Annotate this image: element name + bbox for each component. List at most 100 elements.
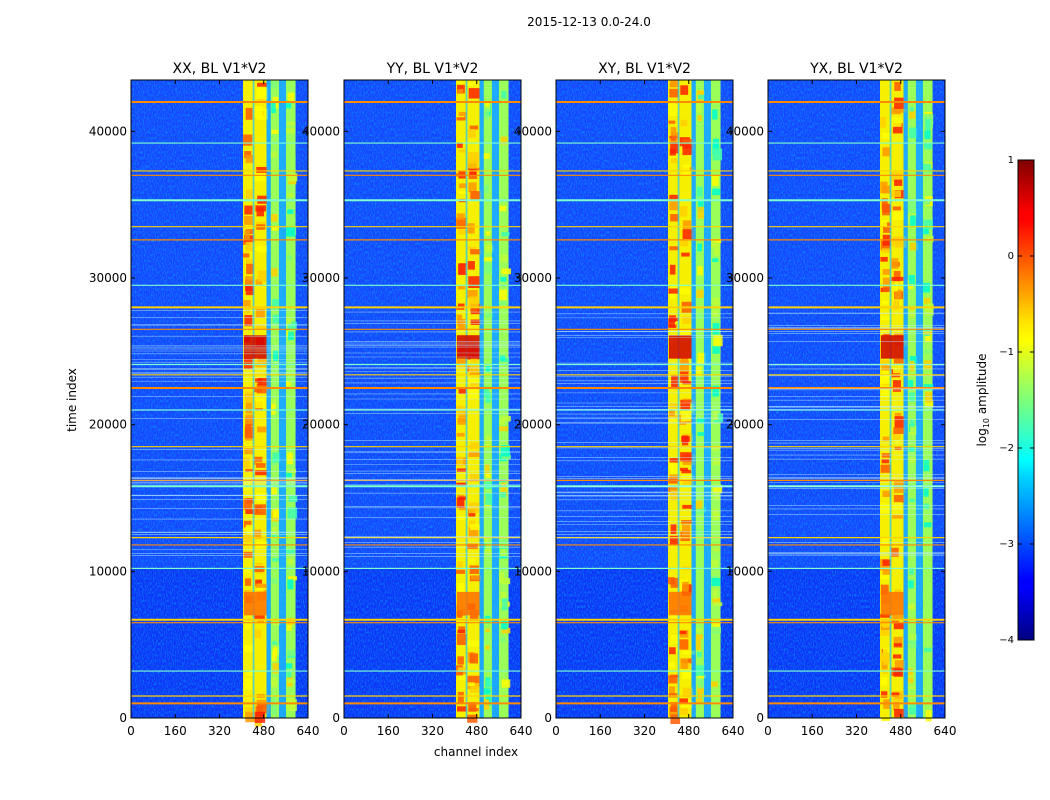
band-blotch <box>467 152 479 163</box>
band-blotch <box>881 300 889 305</box>
band-blotch <box>713 334 723 347</box>
band-blotch <box>483 185 489 194</box>
band-blotch <box>271 534 278 538</box>
band-blotch <box>246 189 256 201</box>
band-blotch <box>468 451 481 458</box>
band-blotch <box>923 166 930 178</box>
band-blotch <box>500 445 510 457</box>
band-gap-2 <box>915 80 923 718</box>
band-blotch <box>880 116 886 128</box>
band-blotch <box>909 306 915 312</box>
band-blotch <box>893 358 904 364</box>
band-blotch <box>257 82 267 87</box>
band-blotch <box>483 537 490 549</box>
band-blotch <box>670 127 677 138</box>
band-blotch <box>501 90 507 99</box>
band-blotch <box>682 650 696 655</box>
band-blotch <box>483 153 490 160</box>
band-blotch <box>244 707 256 713</box>
band-blotch <box>287 618 295 625</box>
band-blotch <box>880 360 890 368</box>
band-blotch <box>894 108 907 113</box>
band-blotch <box>680 370 689 383</box>
band-blotch <box>679 639 689 650</box>
band-blotch <box>244 358 253 370</box>
band-blotch <box>470 381 479 387</box>
band-blotch <box>287 321 297 331</box>
band-blotch <box>711 240 717 248</box>
band-blotch <box>468 374 481 383</box>
band-blotch <box>457 629 466 634</box>
band-blotch <box>680 240 689 247</box>
band-blotch <box>697 679 705 689</box>
band-blotch <box>288 331 294 341</box>
band-blotch <box>682 399 695 404</box>
band-blotch <box>696 529 703 537</box>
band-blotch <box>484 107 490 120</box>
band-blotch <box>712 258 719 263</box>
band-blotch <box>892 123 903 134</box>
band-blotch <box>682 687 694 698</box>
band-blotch <box>712 484 723 494</box>
band-blotch <box>469 169 477 176</box>
band-blotch <box>244 314 253 327</box>
band-blotch <box>457 691 464 704</box>
colorbar-label: log10 amplitude <box>975 354 991 447</box>
band-blotch <box>908 580 914 589</box>
colorbar-ticks: 1 0 −1 −2 −3 −4 <box>999 155 1034 646</box>
band-blotch <box>255 706 264 717</box>
band-blotch <box>468 82 477 86</box>
band-blotch <box>909 310 915 319</box>
band-blotch <box>696 313 704 319</box>
band-blotch <box>894 416 905 429</box>
band-blotch <box>484 464 490 477</box>
band-blotch <box>670 158 677 164</box>
band-blotch <box>270 150 278 158</box>
band-blotch <box>711 559 719 569</box>
band-blotch <box>287 507 298 519</box>
band-blotch <box>909 425 917 435</box>
band-blotch <box>255 470 267 476</box>
band-blotch <box>669 458 680 463</box>
band-blotch <box>881 329 890 334</box>
band-blotch <box>255 325 266 330</box>
x-tick-label: 640 <box>934 724 957 738</box>
band-blotch <box>257 245 268 253</box>
band-blotch <box>468 129 476 138</box>
band-blotch <box>245 241 253 252</box>
band-blotch <box>500 486 508 497</box>
band-blotch <box>499 418 505 425</box>
y-tick-label: 10000 <box>302 564 340 578</box>
band-blotch <box>712 457 721 466</box>
y-tick-label: 40000 <box>726 124 764 138</box>
band-blotch <box>880 315 892 321</box>
band-blotch <box>923 219 933 230</box>
colorbar-label-rest: amplitude <box>975 354 989 418</box>
band-blotch <box>695 638 701 651</box>
band-blotch <box>256 207 265 217</box>
band-blotch <box>485 231 491 236</box>
band-blotch <box>882 147 891 157</box>
band-blotch <box>697 90 705 95</box>
band-blotch <box>244 151 252 159</box>
band-blotch <box>456 117 466 121</box>
band-blotch <box>679 288 690 295</box>
panel-xx: XX, BL V1*V2 0 160 320 480 640 0 10000 20000 3000… <box>89 61 320 738</box>
band-channel-2 <box>270 80 279 718</box>
band-blotch <box>670 674 680 678</box>
band-blotch <box>501 268 511 275</box>
band-blotch <box>285 663 293 669</box>
band-blotch <box>697 115 702 121</box>
band-blotch <box>894 412 902 419</box>
band-blotch <box>679 698 689 704</box>
band-blotch <box>499 426 509 432</box>
y-tick-label: 20000 <box>302 418 340 432</box>
band-blotch <box>485 102 490 112</box>
band-blotch <box>286 225 296 237</box>
y-tick-label: 0 <box>544 711 552 725</box>
band-blotch <box>285 100 292 109</box>
band-blotch <box>908 379 914 390</box>
band-blotch <box>669 82 681 88</box>
panel-title: YY, BL V1*V2 <box>386 61 479 77</box>
burst-0 <box>880 335 904 359</box>
